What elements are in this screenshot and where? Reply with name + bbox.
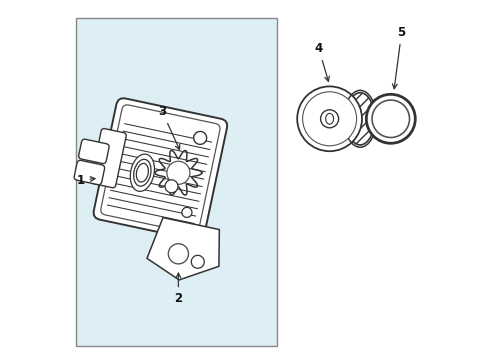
FancyBboxPatch shape (79, 139, 109, 163)
Circle shape (169, 244, 189, 264)
Circle shape (367, 94, 416, 143)
Circle shape (164, 239, 193, 268)
Circle shape (297, 86, 362, 151)
FancyBboxPatch shape (91, 129, 126, 188)
FancyBboxPatch shape (101, 105, 220, 234)
FancyBboxPatch shape (74, 160, 104, 185)
FancyBboxPatch shape (94, 98, 227, 240)
Circle shape (167, 161, 190, 184)
Text: 3: 3 (158, 105, 180, 149)
Circle shape (320, 110, 339, 128)
Circle shape (194, 131, 207, 144)
Circle shape (191, 255, 204, 268)
Text: 2: 2 (174, 273, 182, 305)
FancyBboxPatch shape (76, 18, 277, 346)
Circle shape (182, 207, 192, 217)
Text: 5: 5 (392, 26, 406, 89)
Circle shape (303, 92, 357, 146)
Polygon shape (147, 217, 220, 280)
Circle shape (372, 100, 410, 138)
Ellipse shape (130, 154, 154, 192)
Circle shape (165, 180, 178, 193)
Ellipse shape (346, 93, 374, 145)
Text: 4: 4 (315, 42, 329, 81)
Ellipse shape (134, 159, 151, 186)
Ellipse shape (326, 113, 334, 124)
Text: 1: 1 (76, 174, 95, 186)
Ellipse shape (136, 163, 148, 182)
Polygon shape (155, 150, 202, 195)
